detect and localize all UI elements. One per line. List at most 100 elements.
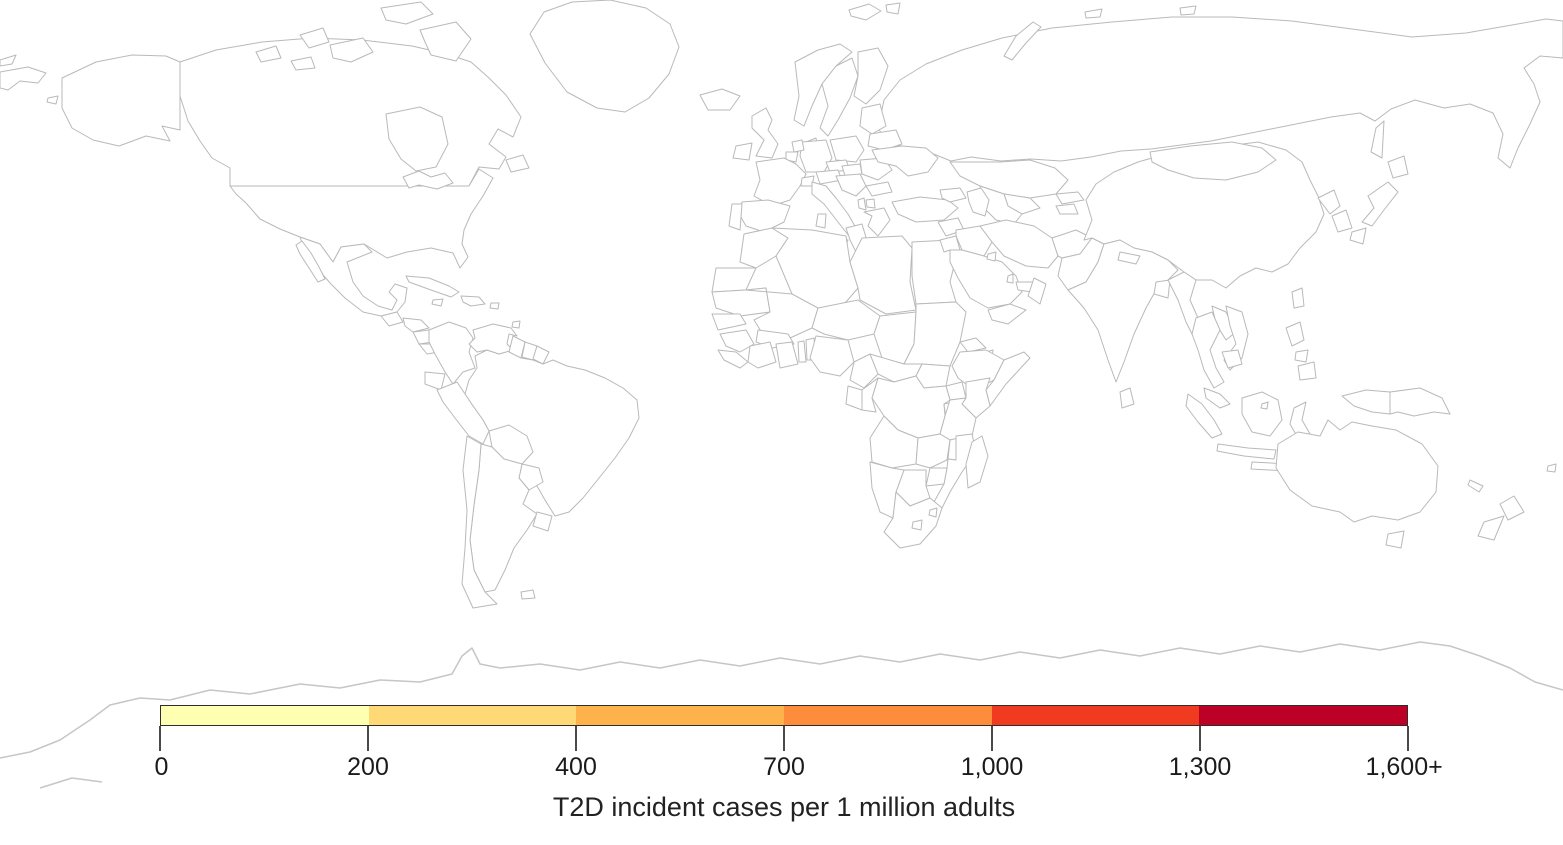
- country-mauritania: [711, 287, 771, 317]
- country-australia: [1275, 419, 1439, 523]
- legend-tick-mark: [1199, 726, 1201, 751]
- country-canada-baffin: [419, 21, 472, 62]
- country-cambodia: [1221, 349, 1243, 369]
- country-kuwait: [986, 251, 997, 262]
- country-japan-hokkaido: [1387, 155, 1409, 179]
- country-gabon: [845, 385, 863, 411]
- st-lawrence-island: [46, 95, 59, 105]
- country-cameroon: [849, 353, 879, 389]
- country-canada-arctic-2: [290, 56, 316, 71]
- country-mongolia: [1149, 141, 1277, 181]
- country-ireland: [732, 142, 753, 161]
- country-uruguay: [532, 511, 553, 532]
- country-sierra-leone-liberia: [717, 349, 749, 369]
- svalbard-islands: [848, 3, 882, 21]
- country-bulgaria: [865, 181, 893, 197]
- country-usa: [229, 168, 494, 269]
- country-canada-victoria: [329, 37, 374, 63]
- country-ukraine: [871, 145, 939, 177]
- country-sri-lanka: [1119, 387, 1135, 409]
- country-senegal: [711, 313, 747, 331]
- legend-color-segment: [1199, 706, 1408, 725]
- country-iran: [979, 219, 1059, 269]
- legend-tick-label: 1,300: [1168, 753, 1232, 781]
- legend-tick-labels: 0 200 400 700 1,000 1,300 1,600+: [154, 752, 1442, 786]
- country-canada-arctic-1: [255, 45, 282, 63]
- country-tajikistan: [1055, 203, 1079, 215]
- country-eswatini: [928, 507, 938, 518]
- country-spain: [737, 199, 791, 233]
- legend-tick-label: 1,600+: [1365, 753, 1443, 781]
- country-eritrea: [959, 337, 987, 353]
- great-lakes: [402, 170, 454, 190]
- country-somalia: [985, 351, 1031, 407]
- new-caledonia-outline: [1467, 479, 1484, 493]
- legend-tick-label: 0: [154, 753, 169, 781]
- country-chile: [461, 435, 498, 609]
- country-russia-west-wrap: [0, 54, 17, 67]
- country-philippines-luzon: [1285, 321, 1305, 347]
- arctic-island-outline-2: [1179, 5, 1197, 16]
- legend-tick-mark: [159, 726, 161, 751]
- country-japan-kyushu: [1349, 227, 1367, 245]
- country-western-balkans: [835, 173, 867, 197]
- legend-tick-label: 200: [347, 753, 389, 781]
- country-french-guiana: [532, 345, 550, 365]
- country-new-zealand-south: [1477, 515, 1505, 541]
- country-ghana: [775, 341, 799, 369]
- country-niger: [811, 299, 881, 341]
- legend-tickmarks: [159, 726, 1409, 752]
- legend-tick-mark: [575, 726, 577, 751]
- country-russia-sakhalin: [1370, 120, 1385, 159]
- country-guyana: [508, 335, 526, 359]
- country-trinidad: [511, 320, 521, 329]
- country-new-zealand-north: [1499, 495, 1525, 521]
- legend-tick-mark: [783, 726, 785, 751]
- legend: 0 200 400 700 1,000 1,300 1,600+: [154, 705, 1443, 786]
- country-caucasus: [939, 187, 967, 203]
- country-mexico: [299, 236, 408, 317]
- country-jamaica: [431, 298, 444, 307]
- country-western-sahara: [711, 267, 757, 293]
- country-zimbabwe: [925, 467, 948, 487]
- country-angola: [869, 415, 919, 469]
- country-indonesia-java: [1216, 443, 1277, 460]
- legend-color-segment: [368, 706, 577, 725]
- country-hispaniola: [460, 295, 486, 307]
- country-iceland: [699, 88, 741, 111]
- legend-tick-label: 400: [555, 753, 597, 781]
- country-saudi-arabia: [949, 249, 1023, 309]
- legend-title: T2D incident cases per 1 million adults: [552, 792, 1016, 822]
- country-thailand: [1191, 311, 1225, 389]
- country-nepal: [1117, 251, 1141, 265]
- country-portugal: [728, 203, 743, 231]
- country-yemen: [987, 303, 1027, 325]
- legend-color-segment: [991, 706, 1200, 725]
- hudson-bay: [385, 106, 449, 172]
- country-greece: [863, 207, 891, 237]
- legend-color-segment: [576, 706, 785, 725]
- country-albania: [857, 197, 867, 211]
- country-brunei: [1260, 401, 1269, 410]
- country-turkey: [891, 196, 959, 223]
- country-uk: [751, 107, 779, 159]
- country-ecuador: [424, 371, 446, 391]
- country-madagascar: [965, 435, 989, 489]
- country-kyrgyzstan: [1055, 191, 1085, 205]
- svalbard-islands-2: [885, 2, 901, 15]
- country-canada-newfoundland: [505, 154, 530, 173]
- country-baltic-states: [859, 103, 887, 135]
- antarctic-islet-outline: [39, 777, 103, 789]
- legend-colorbar: [160, 705, 1408, 726]
- country-netherlands: [791, 139, 805, 153]
- country-canada-banks: [299, 27, 330, 49]
- country-lesotho: [911, 519, 923, 531]
- country-poland: [829, 135, 865, 163]
- country-oman: [1027, 277, 1047, 305]
- country-taiwan: [1291, 287, 1305, 309]
- country-canada-ellesmere: [380, 1, 434, 25]
- country-colombia: [428, 321, 476, 385]
- legend-tick-mark: [1407, 726, 1409, 751]
